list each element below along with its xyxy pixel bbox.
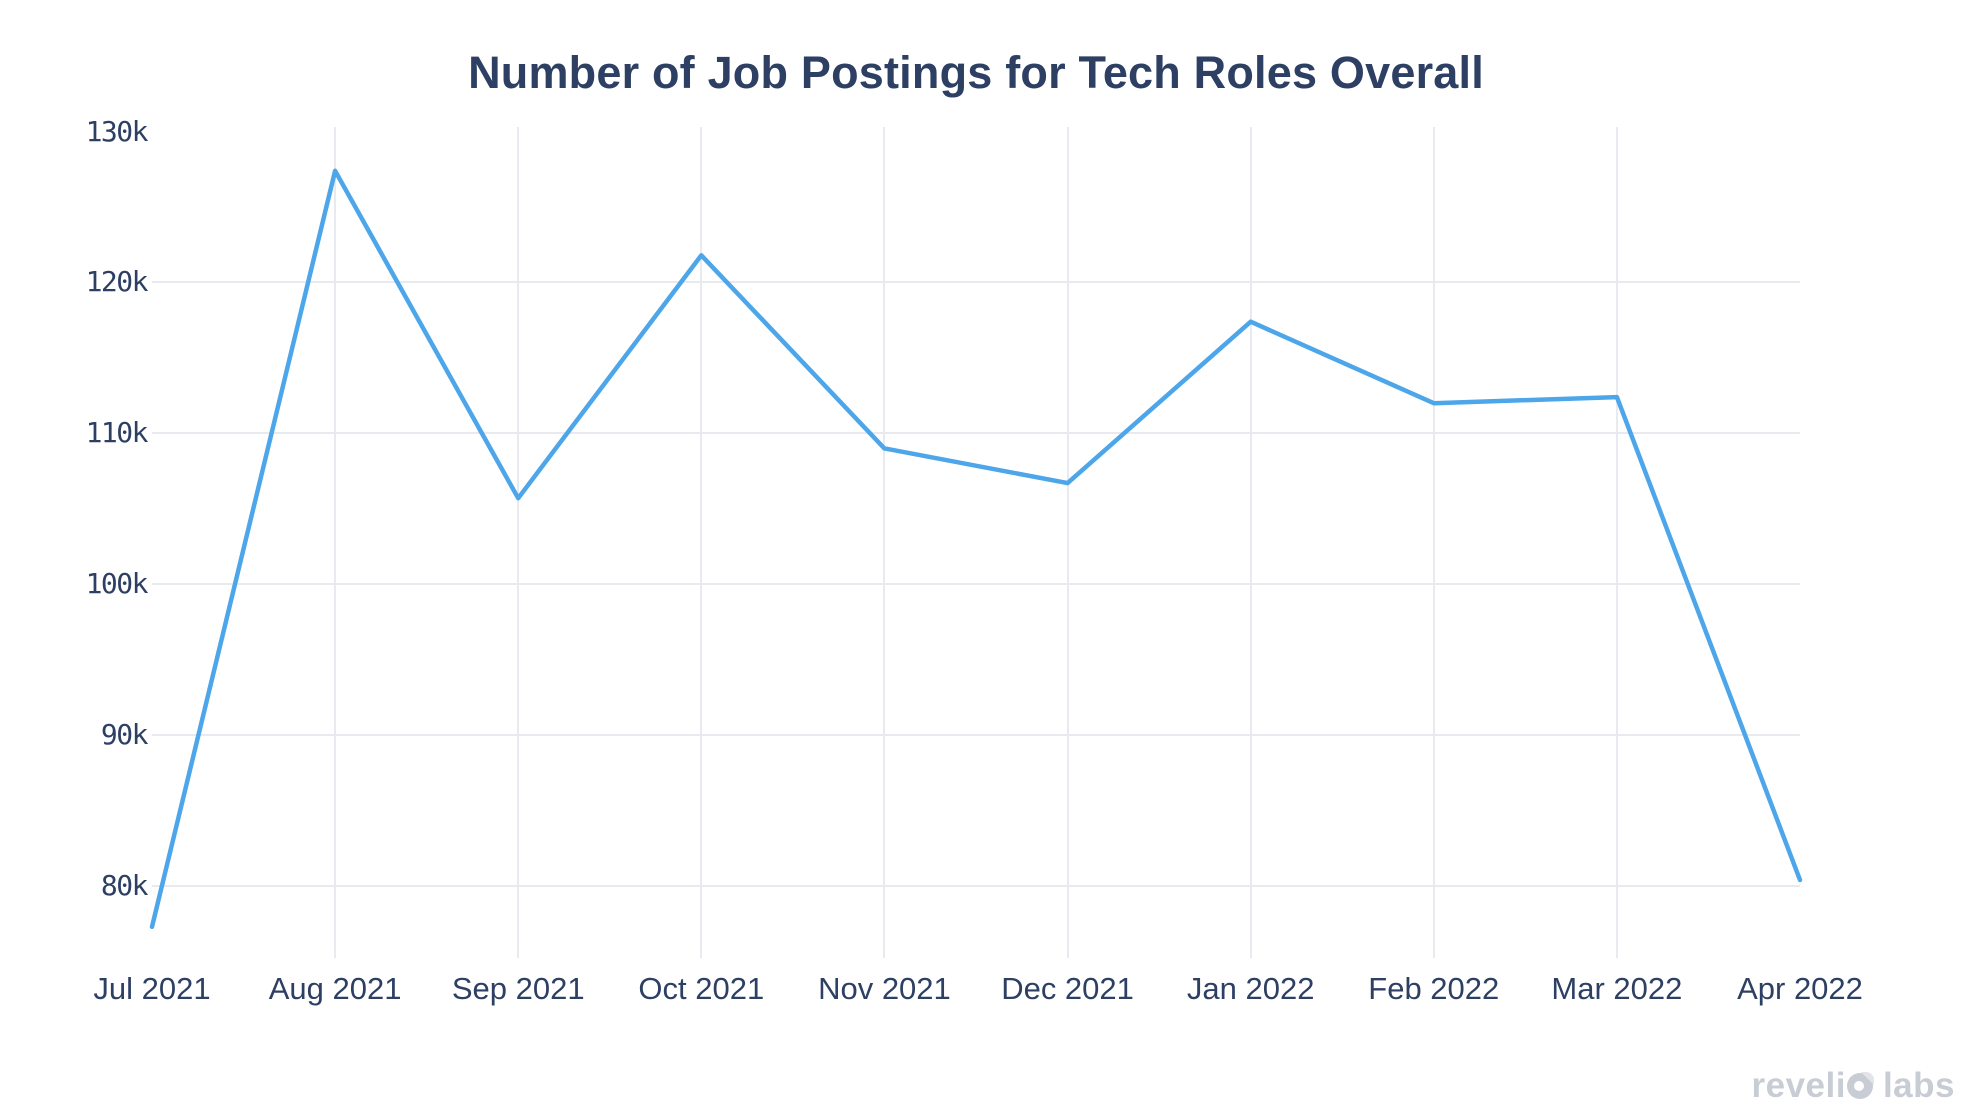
job-postings-line xyxy=(149,168,1803,930)
y-tick-label: 120k xyxy=(85,265,149,299)
gridline-vertical xyxy=(1066,127,1069,958)
gridline-horizontal xyxy=(152,281,1800,284)
x-tick-label: Jan 2022 xyxy=(1186,971,1315,1006)
gridline-horizontal xyxy=(152,734,1800,737)
gridline-vertical xyxy=(1615,127,1618,958)
gridline-vertical xyxy=(334,127,337,958)
y-tick-label: 100k xyxy=(85,567,149,601)
gridline-horizontal xyxy=(152,583,1800,586)
gridline-horizontal xyxy=(152,885,1800,888)
x-tick-label: Sep 2021 xyxy=(451,971,585,1006)
brand-text-labs: labs xyxy=(1882,1066,1955,1105)
gridline-vertical xyxy=(1249,127,1252,958)
y-tick-label: 90k xyxy=(100,717,149,751)
x-tick-label: Feb 2022 xyxy=(1368,971,1500,1006)
x-tick-label: Oct 2021 xyxy=(638,971,765,1006)
gridline-vertical xyxy=(883,127,886,958)
gridline-vertical xyxy=(517,127,520,958)
brand-watermark: reveli labs xyxy=(1751,1066,1955,1106)
gridline-vertical xyxy=(700,127,703,958)
x-tick-label: Mar 2022 xyxy=(1551,971,1683,1006)
chart-title: Number of Job Postings for Tech Roles Ov… xyxy=(468,47,1484,98)
x-tick-label: Jul 2021 xyxy=(93,971,211,1006)
revelio-o-icon xyxy=(1846,1073,1873,1099)
x-tick-label: Aug 2021 xyxy=(268,971,402,1006)
brand-text-revelio: reveli xyxy=(1751,1066,1846,1105)
x-tick-label: Apr 2022 xyxy=(1737,971,1863,1006)
gridline-vertical xyxy=(1432,127,1435,958)
x-tick-label: Nov 2021 xyxy=(818,971,951,1006)
y-tick-label: 110k xyxy=(85,416,149,450)
gridline-horizontal xyxy=(152,432,1800,435)
y-tick-label: 130k xyxy=(85,114,149,148)
x-tick-label: Dec 2021 xyxy=(1001,971,1134,1006)
y-tick-label: 80k xyxy=(100,868,149,902)
